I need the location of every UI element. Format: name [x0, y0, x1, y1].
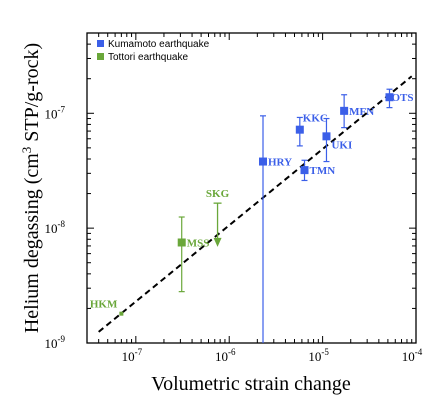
point-marker: [119, 311, 124, 316]
upper-limit-arrow: [213, 237, 222, 247]
point-label: SKG: [206, 188, 230, 200]
point-label: HKM: [90, 299, 118, 311]
data-points: HRY KKC TMN UKI MFN OTS HKM MSS SKG: [90, 88, 413, 343]
point-marker: [295, 125, 304, 134]
legend-swatch-tottori: [97, 53, 104, 60]
y-tick-label: 10-7: [45, 104, 66, 121]
point-label: OTS: [391, 92, 413, 104]
point-label: UKI: [331, 139, 352, 151]
data-point-uki: UKI: [322, 117, 352, 163]
data-point-ots: OTS: [385, 88, 413, 109]
axis-ticks: 10-7 10-6 10-5 10-4 10-9 10-8 10-7: [45, 32, 423, 364]
point-marker: [385, 93, 394, 102]
legend: Kumamoto earthquake Tottori earthquake: [97, 39, 210, 63]
y-tick-label: 10-9: [45, 334, 66, 351]
fit-line-group: [98, 75, 413, 333]
legend-swatch-kumamoto: [97, 40, 104, 47]
point-marker: [340, 106, 349, 115]
point-label: TMN: [310, 165, 336, 177]
point-marker: [177, 238, 186, 247]
x-axis-title: Volumetric strain change: [151, 373, 351, 395]
data-point-hry: HRY: [259, 115, 292, 343]
x-tick-label: 10-7: [122, 347, 143, 364]
x-tick-label: 10-5: [308, 347, 329, 364]
y-axis-title: Helium degassing (cm3 STP/g-rock): [19, 43, 43, 333]
data-point-skg: SKG: [206, 188, 230, 247]
x-tick-label: 10-6: [215, 347, 236, 364]
legend-label-tottori: Tottori earthquake: [108, 52, 188, 63]
point-label: HRY: [268, 157, 292, 169]
point-label: MSS: [187, 237, 210, 249]
legend-label-kumamoto: Kumamoto earthquake: [108, 39, 210, 50]
point-marker: [322, 132, 331, 141]
y-tick-label: 10-8: [45, 219, 66, 236]
point-marker: [300, 166, 309, 175]
plot-frame: [86, 32, 417, 344]
fit-line: [98, 75, 413, 333]
point-marker: [259, 157, 268, 166]
data-point-hkm: HKM: [90, 299, 124, 316]
data-point-mfn: MFN: [340, 94, 374, 129]
point-label: KKC: [303, 113, 328, 125]
point-label: MFN: [349, 106, 374, 118]
data-point-kkc: KKC: [295, 113, 328, 147]
x-tick-label: 10-4: [402, 347, 423, 364]
data-point-tmn: TMN: [300, 159, 336, 182]
data-point-mss: MSS: [177, 216, 210, 293]
